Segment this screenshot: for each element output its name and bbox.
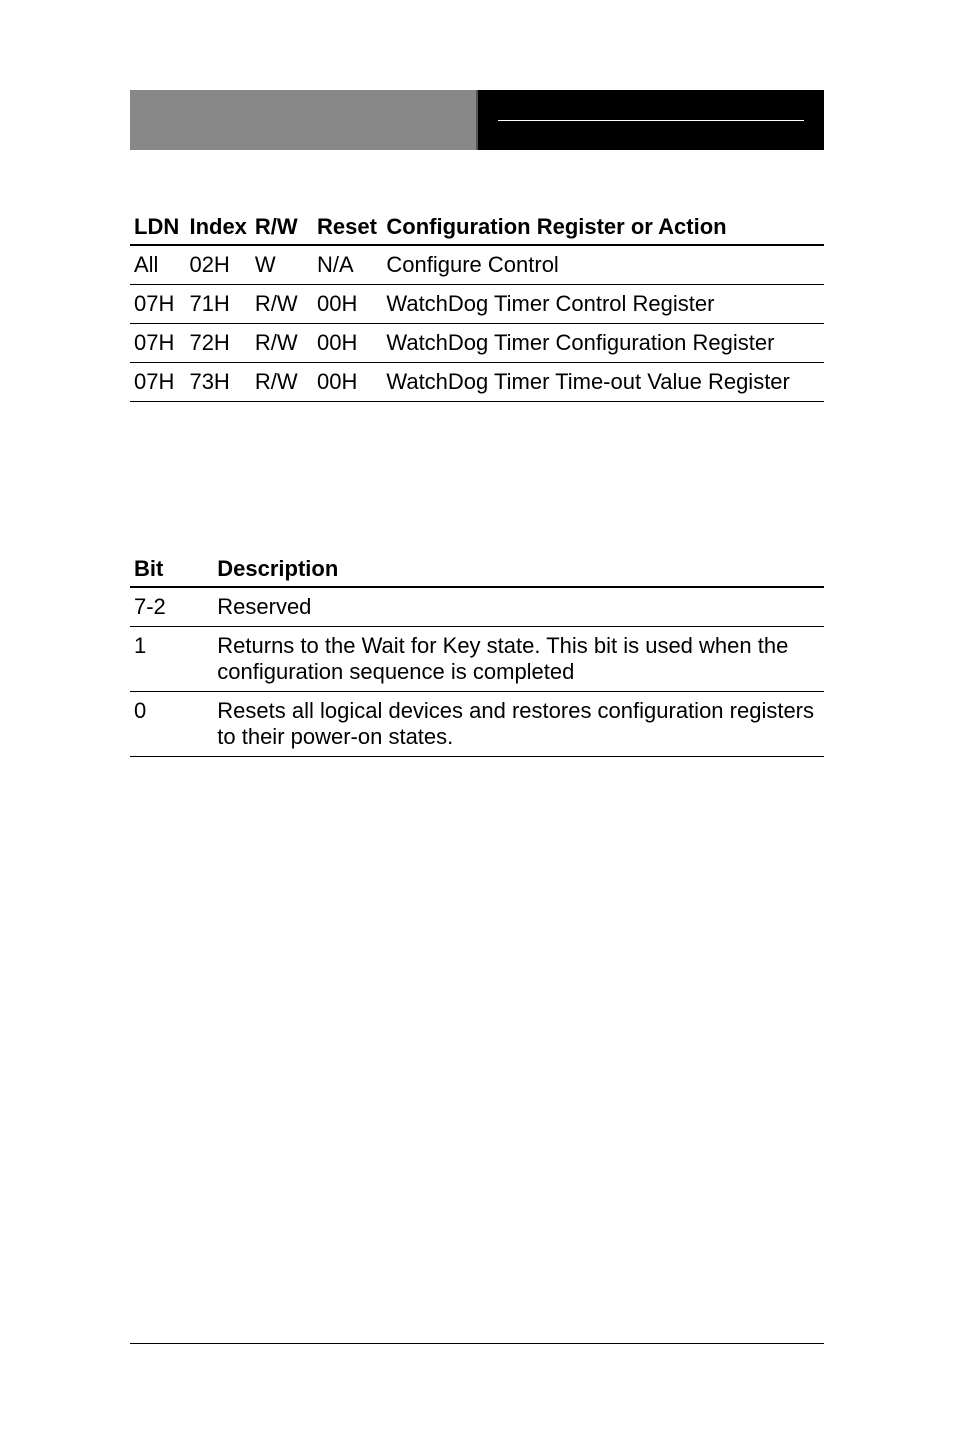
page-header-bar	[130, 90, 824, 150]
cell-ldn: 07H	[130, 285, 185, 324]
cell-reset: 00H	[313, 285, 382, 324]
cell-ldn: 07H	[130, 324, 185, 363]
table-header-row: Bit Description	[130, 552, 824, 587]
cell-ldn: All	[130, 245, 185, 285]
cell-index: 02H	[185, 245, 250, 285]
config-register-table: LDN Index R/W Reset Configuration Regist…	[130, 210, 824, 402]
header-right-block	[478, 90, 824, 150]
footer-divider	[130, 1343, 824, 1344]
table-row: 07H 73H R/W 00H WatchDog Timer Time-out …	[130, 363, 824, 402]
bit-description-table: Bit Description 7-2 Reserved 1 Returns t…	[130, 552, 824, 757]
th-index: Index	[185, 210, 250, 245]
cell-reset: N/A	[313, 245, 382, 285]
table-row: 07H 72H R/W 00H WatchDog Timer Configura…	[130, 324, 824, 363]
table-header-row: LDN Index R/W Reset Configuration Regist…	[130, 210, 824, 245]
cell-reset: 00H	[313, 324, 382, 363]
th-bit: Bit	[130, 552, 213, 587]
cell-reset: 00H	[313, 363, 382, 402]
bit-description-section: Bit Description 7-2 Reserved 1 Returns t…	[130, 552, 824, 757]
cell-desc: Resets all logical devices and restores …	[213, 692, 824, 757]
th-description: Description	[213, 552, 824, 587]
cell-config: WatchDog Timer Configuration Register	[382, 324, 824, 363]
cell-config: WatchDog Timer Time-out Value Register	[382, 363, 824, 402]
cell-index: 71H	[185, 285, 250, 324]
cell-rw: W	[251, 245, 313, 285]
th-reset: Reset	[313, 210, 382, 245]
header-left-block	[130, 90, 478, 150]
cell-bit: 1	[130, 627, 213, 692]
cell-ldn: 07H	[130, 363, 185, 402]
th-ldn: LDN	[130, 210, 185, 245]
table-row: 07H 71H R/W 00H WatchDog Timer Control R…	[130, 285, 824, 324]
th-rw: R/W	[251, 210, 313, 245]
cell-rw: R/W	[251, 285, 313, 324]
content-area: LDN Index R/W Reset Configuration Regist…	[130, 210, 824, 757]
table-row: All 02H W N/A Configure Control	[130, 245, 824, 285]
table-row: 1 Returns to the Wait for Key state. Thi…	[130, 627, 824, 692]
cell-config: Configure Control	[382, 245, 824, 285]
cell-index: 73H	[185, 363, 250, 402]
table-row: 7-2 Reserved	[130, 587, 824, 627]
cell-rw: R/W	[251, 324, 313, 363]
cell-bit: 7-2	[130, 587, 213, 627]
cell-rw: R/W	[251, 363, 313, 402]
cell-bit: 0	[130, 692, 213, 757]
cell-index: 72H	[185, 324, 250, 363]
th-config: Configuration Register or Action	[382, 210, 824, 245]
cell-desc: Returns to the Wait for Key state. This …	[213, 627, 824, 692]
cell-desc: Reserved	[213, 587, 824, 627]
table-row: 0 Resets all logical devices and restore…	[130, 692, 824, 757]
cell-config: WatchDog Timer Control Register	[382, 285, 824, 324]
